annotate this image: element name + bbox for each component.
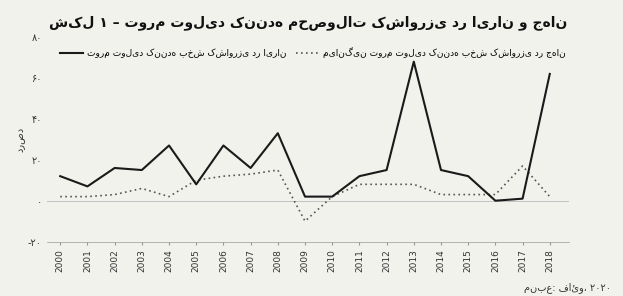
- Y-axis label: درصد: درصد: [15, 127, 25, 152]
- Text: منبع: فائو، ۲۰۲۰: منبع: فائو، ۲۰۲۰: [523, 282, 611, 293]
- Legend: تورم تولید کننده بخش کشاورزی در ایران, میانگین تورم تولید کننده بخش کشاورزی در ج: تورم تولید کننده بخش کشاورزی در ایران, م…: [56, 44, 569, 62]
- Title: شکل ۱ – تورم تولید کننده محصولات کشاورزی در ایران و جهان: شکل ۱ – تورم تولید کننده محصولات کشاورزی…: [49, 15, 567, 30]
